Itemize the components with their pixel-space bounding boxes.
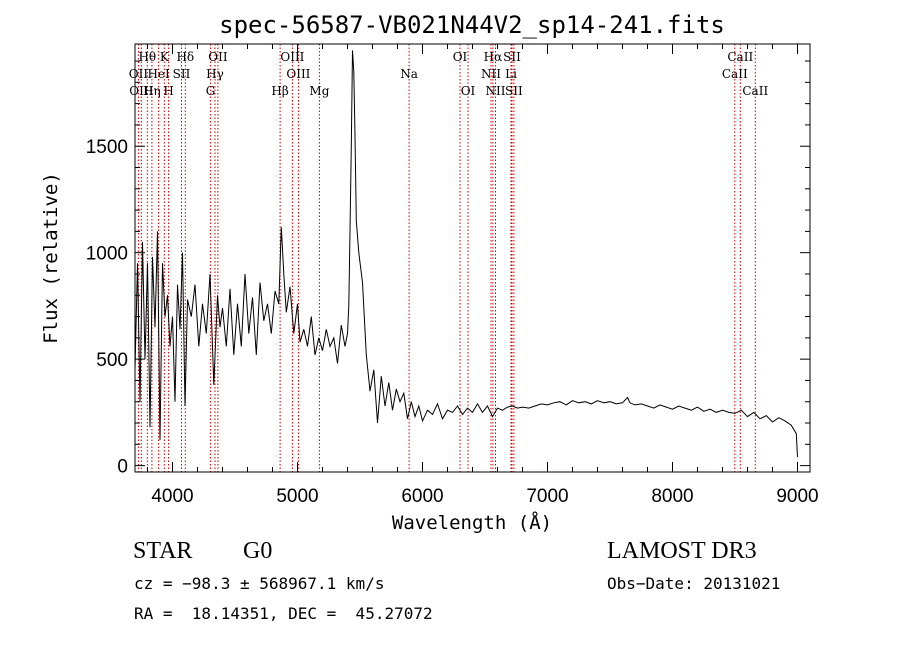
line-label-5: OI	[453, 50, 468, 64]
survey-name: LAMOST DR3	[607, 538, 757, 564]
y-tick-label-3: 1500	[86, 137, 128, 158]
line-label-11: SII	[173, 67, 191, 81]
line-label-13: OIII	[286, 67, 310, 81]
line-label-14: Na	[400, 67, 418, 81]
observation-date: Obs−Date: 20131021	[607, 574, 781, 593]
redshift-velocity: cz = −98.3 ± 568967.1 km/s	[134, 574, 385, 593]
x-tick-label-0: 4000	[151, 486, 193, 507]
y-tick-label-2: 1000	[86, 244, 128, 265]
line-label-7: SII	[503, 50, 521, 64]
line-label-21: G	[206, 84, 216, 98]
line-label-10: HeI	[147, 67, 170, 81]
line-label-1: K	[160, 50, 170, 64]
line-label-20: H	[163, 84, 173, 98]
object-subclass: G0	[243, 538, 273, 564]
spectral-line-markers	[137, 44, 756, 472]
x-axis-label: Wavelength (Å)	[392, 511, 552, 534]
line-label-16: Li	[505, 67, 517, 81]
y-axis-label: Flux (relative)	[40, 172, 62, 344]
coordinates: RA = 18.14351, DEC = 45.27072	[134, 604, 433, 623]
line-label-8: CaII	[727, 50, 753, 64]
line-label-17: CaII	[722, 67, 748, 81]
x-tick-label-3: 7000	[526, 486, 568, 507]
line-label-23: Mg	[309, 84, 329, 98]
object-class: STAR	[133, 538, 193, 564]
line-label-6: Hα	[484, 50, 503, 64]
chart-title: spec-56587-VB021N44V2_sp14-241.fits	[219, 11, 725, 39]
line-label-19: Hη	[143, 84, 161, 98]
line-label-4: OIII	[280, 50, 304, 64]
line-label-22: Hβ	[271, 84, 288, 98]
line-label-25: NII	[486, 84, 506, 98]
line-label-26: SII	[505, 84, 523, 98]
line-label-24: OI	[461, 84, 476, 98]
x-tick-label-1: 5000	[276, 486, 318, 507]
y-tick-label-1: 500	[96, 350, 128, 371]
line-label-3: OII	[208, 50, 228, 64]
x-tick-label-2: 6000	[401, 486, 443, 507]
line-label-12: Hγ	[206, 67, 224, 81]
line-label-2: Hδ	[176, 50, 194, 64]
line-label-0: Hθ	[138, 50, 156, 64]
line-label-9: OII	[129, 67, 149, 81]
x-tick-label-4: 8000	[651, 486, 693, 507]
line-label-27: CaII	[742, 84, 768, 98]
y-tick-label-0: 0	[117, 457, 128, 478]
line-label-15: NII	[481, 67, 501, 81]
spectrum-line	[134, 50, 798, 458]
axis-ticks: 4000 5000 6000 7000 8000 9000 0 500 1000 1500	[86, 44, 819, 507]
x-tick-label-5: 9000	[776, 486, 818, 507]
plot-frame	[134, 43, 811, 473]
